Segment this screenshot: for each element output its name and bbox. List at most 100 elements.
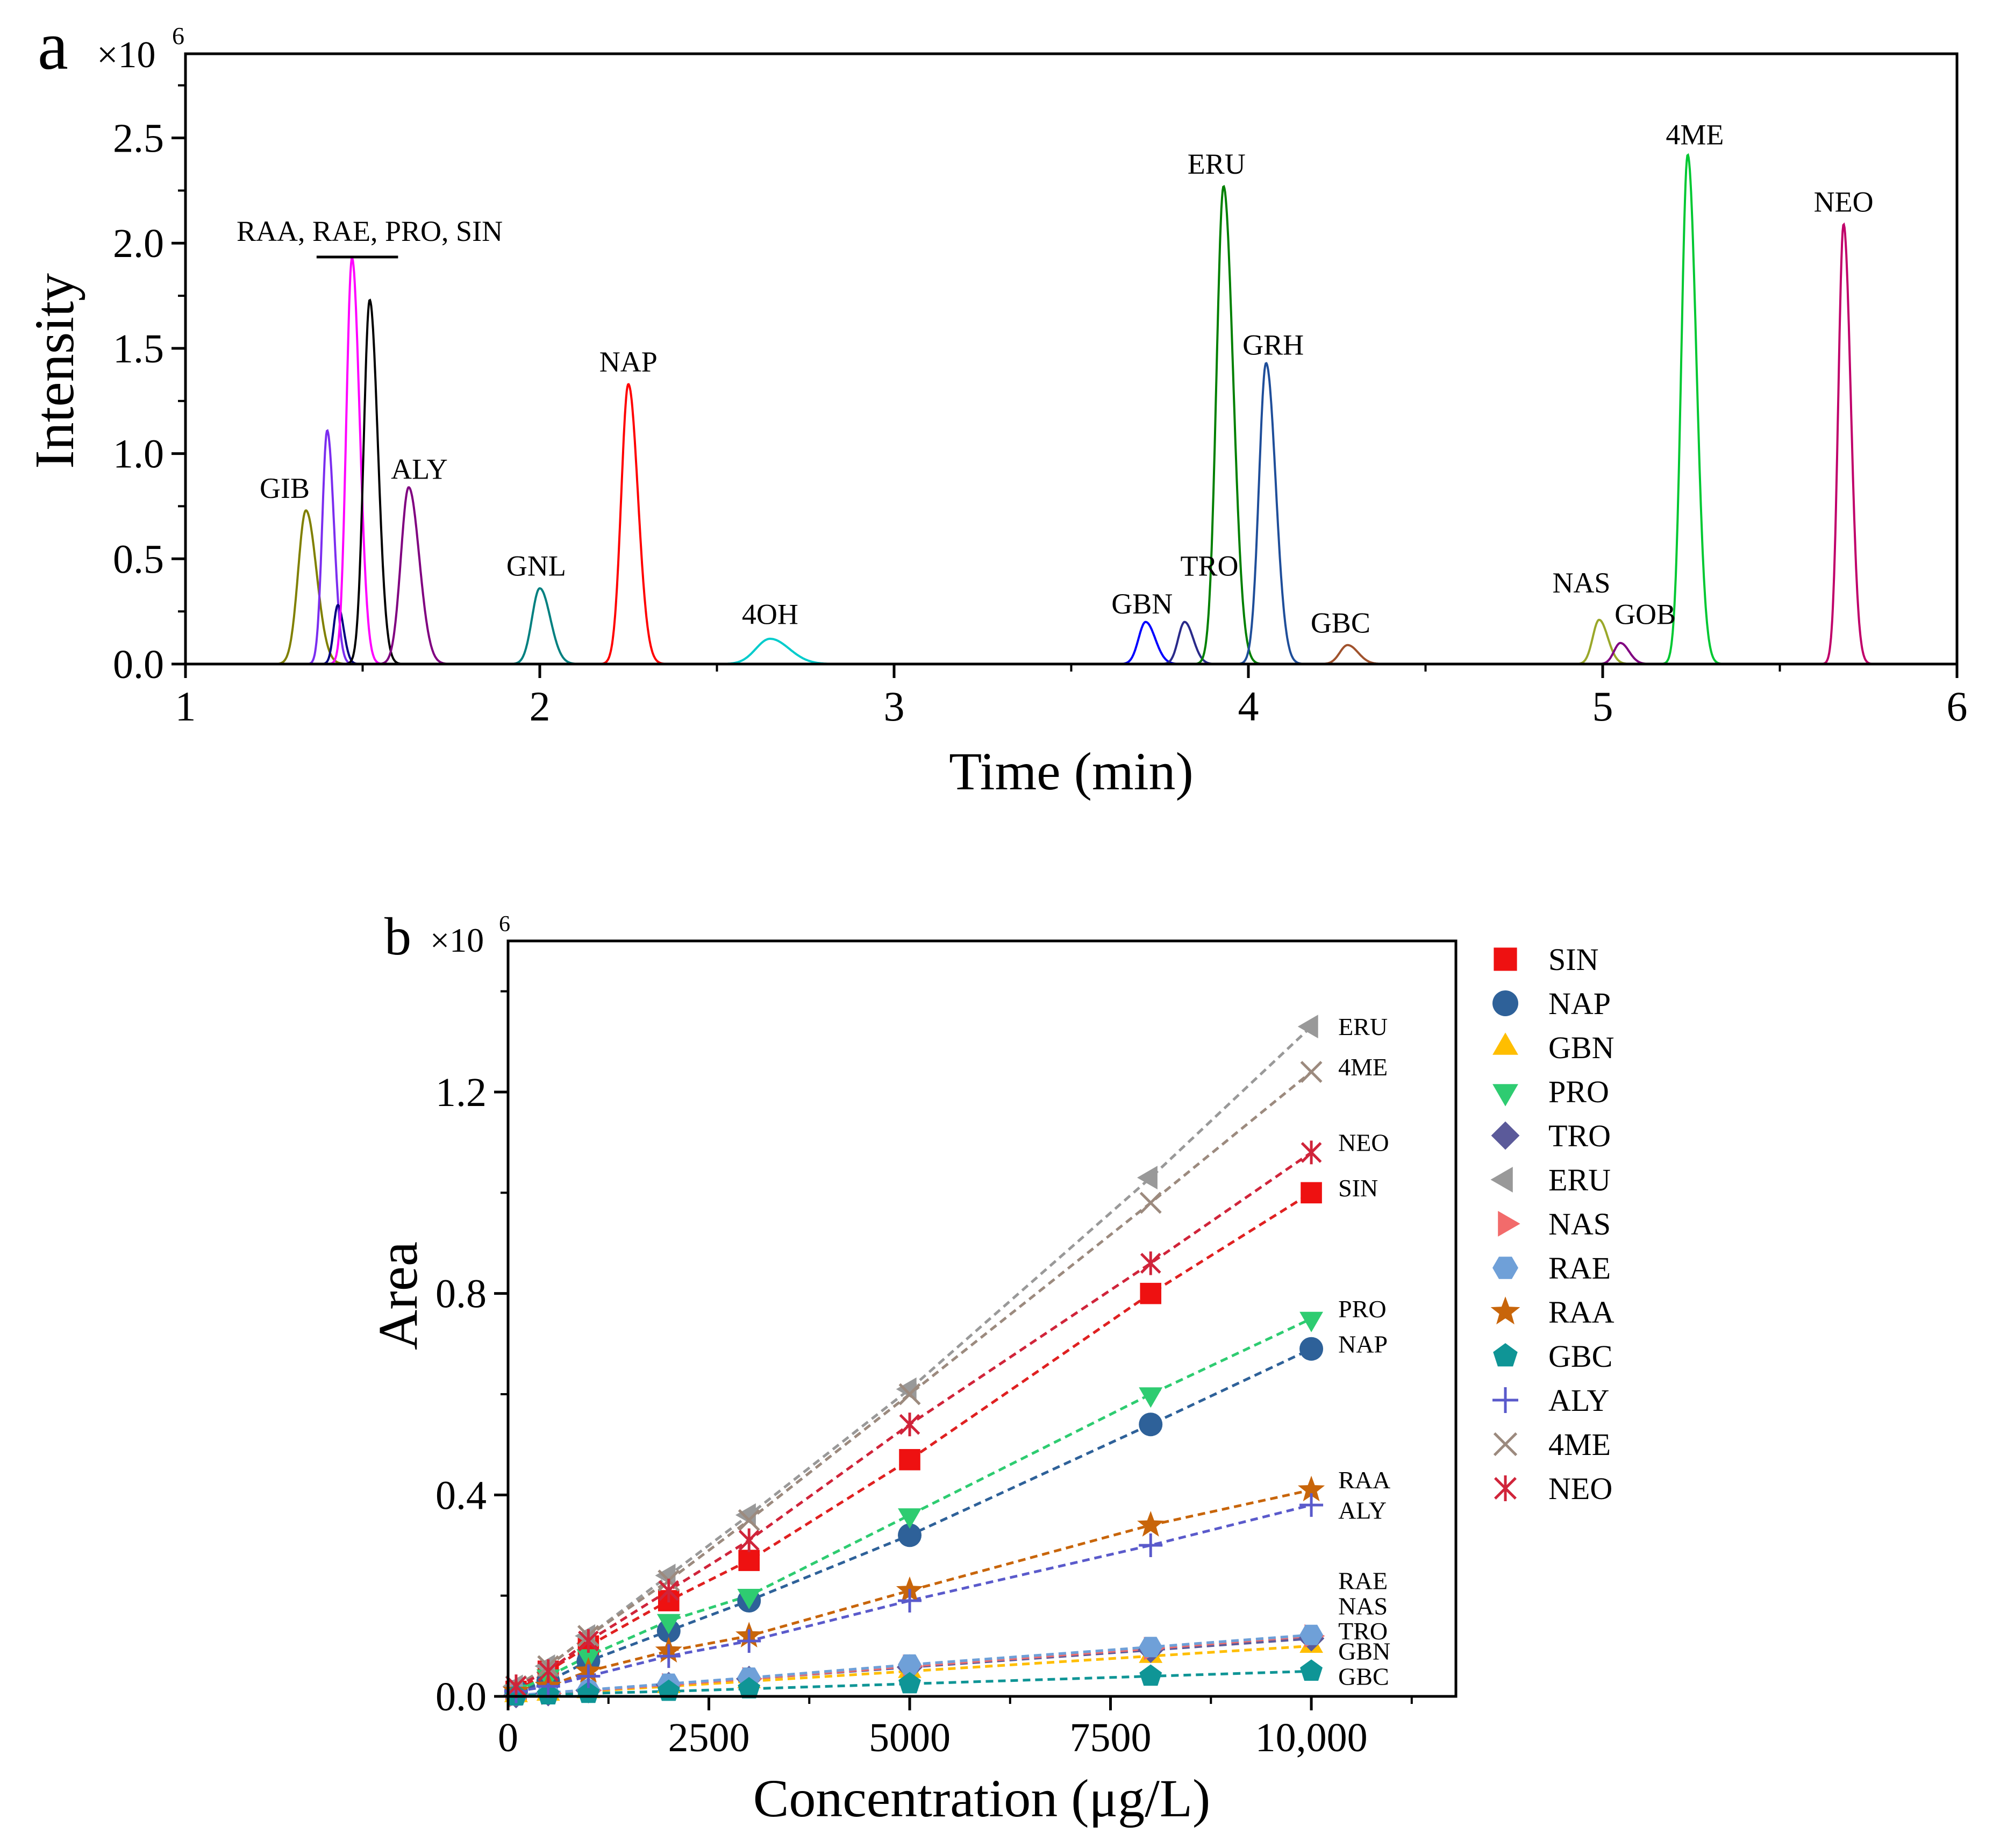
trace-rae xyxy=(185,604,1957,665)
legend-label-nas: NAS xyxy=(1548,1207,1611,1241)
legend-marker-eru xyxy=(1490,1167,1513,1193)
point-pro xyxy=(898,1508,922,1529)
point-pro xyxy=(1299,1311,1323,1332)
legend-marker-pro xyxy=(1492,1084,1518,1107)
end-label-gbn: GBN xyxy=(1338,1638,1390,1665)
trace-grh xyxy=(185,362,1957,665)
x-axis-title-b: Concentration (μg/L) xyxy=(753,1768,1211,1828)
point-nap xyxy=(1139,1412,1163,1437)
point-pro xyxy=(1139,1387,1163,1408)
trace-aly xyxy=(185,486,1957,665)
trace-nap xyxy=(185,383,1957,665)
legend-label-neo: NEO xyxy=(1548,1471,1612,1506)
legend-marker-nap xyxy=(1492,990,1518,1016)
point-neo xyxy=(578,1629,599,1653)
peak-label-nap: NAP xyxy=(599,346,658,378)
y-axis-title: Intensity xyxy=(24,273,85,469)
legend-marker-nas xyxy=(1498,1211,1520,1237)
trace-gob xyxy=(185,641,1957,665)
peak-label-tro: TRO xyxy=(1181,550,1239,582)
end-label-rae: RAE xyxy=(1338,1567,1388,1595)
trace-gnl xyxy=(185,587,1957,665)
end-label-raa: RAA xyxy=(1338,1466,1390,1494)
x-tick-label-b: 5000 xyxy=(869,1715,951,1760)
peak-label-4me: 4ME xyxy=(1666,118,1724,151)
legend-label-pro: PRO xyxy=(1548,1074,1609,1109)
x-tick-label: 5 xyxy=(1592,683,1613,730)
chromatogram-panel: 1 2 3 4 5 6 0.0 0.5 1.0 1.5 2.0 2.5 Time (min) Intens… xyxy=(24,8,1968,801)
y-tick-label: 2.0 xyxy=(113,221,164,266)
trace-nas xyxy=(185,618,1957,665)
peak-label-gnl: GNL xyxy=(506,550,566,582)
y-multiplier: ×10 xyxy=(97,34,155,76)
y-multiplier-exponent: 6 xyxy=(172,22,184,49)
y-tick-label: 1.0 xyxy=(113,432,164,477)
legend-label-sin: SIN xyxy=(1548,942,1598,977)
peak-label-gbc: GBC xyxy=(1311,607,1370,639)
peak-label-gib: GIB xyxy=(260,472,310,504)
point-aly xyxy=(576,1664,601,1688)
x-axis-title: Time (min) xyxy=(949,741,1194,801)
point-aly xyxy=(898,1589,922,1613)
end-label-eru: ERU xyxy=(1338,1013,1388,1040)
point-sin xyxy=(1140,1282,1162,1304)
fit-line-4me xyxy=(515,1071,1312,1688)
panel-label-a: a xyxy=(38,8,68,84)
y-tick-label-b: 0.4 xyxy=(435,1473,487,1518)
point-gbc xyxy=(1300,1659,1323,1681)
legend-label-eru: ERU xyxy=(1548,1162,1611,1197)
end-label-gbc: GBC xyxy=(1338,1663,1389,1690)
y-tick-label: 1.5 xyxy=(113,326,164,372)
legend-label-nap: NAP xyxy=(1548,986,1611,1021)
end-label-nas: NAS xyxy=(1338,1592,1388,1619)
group-peak-label: RAA, RAE, PRO, SIN xyxy=(237,215,503,247)
calibration-panel: 0 2500 5000 7500 10,000 0.0 0.4 0.8 1.2 Concentra… xyxy=(367,907,1615,1828)
x-tick-label-b: 10,000 xyxy=(1255,1715,1368,1760)
peak-label-gob: GOB xyxy=(1615,598,1676,631)
legend-marker-neo xyxy=(1494,1475,1517,1501)
point-aly xyxy=(1139,1533,1163,1557)
legend-label-aly: ALY xyxy=(1548,1383,1609,1418)
legend-marker-gbn xyxy=(1492,1032,1518,1055)
peak-label-4oh: 4OH xyxy=(742,598,798,631)
x-tick-label: 6 xyxy=(1947,683,1968,730)
x-tick-label: 1 xyxy=(175,683,196,730)
trace-gbc xyxy=(185,644,1957,665)
x-tick-label: 3 xyxy=(884,683,905,730)
point-nap xyxy=(1299,1337,1324,1361)
end-label-4me: 4ME xyxy=(1338,1053,1388,1081)
legend-marker-gbc xyxy=(1493,1343,1518,1367)
peak-label-grh: GRH xyxy=(1242,329,1304,361)
legend-marker-tro xyxy=(1491,1121,1520,1150)
legend-label-4me: 4ME xyxy=(1548,1427,1611,1462)
point-neo xyxy=(899,1412,920,1437)
end-label-neo: NEO xyxy=(1338,1129,1389,1157)
point-neo xyxy=(505,1674,527,1699)
point-4me xyxy=(1139,1191,1162,1214)
legend-label-tro: TRO xyxy=(1548,1118,1611,1153)
x-tick-label-b: 2500 xyxy=(668,1715,750,1760)
trace-pro xyxy=(185,256,1957,665)
trace-gbn xyxy=(185,620,1957,665)
point-eru xyxy=(1297,1015,1318,1039)
x-tick-label-b: 7500 xyxy=(1070,1715,1152,1760)
legend-marker-raa xyxy=(1490,1296,1520,1325)
y-tick-label-b: 0.0 xyxy=(435,1674,487,1719)
trace-tro xyxy=(185,620,1957,665)
peak-label-gbn: GBN xyxy=(1111,588,1173,620)
end-label-nap: NAP xyxy=(1338,1330,1388,1358)
point-aly xyxy=(737,1629,761,1653)
x-tick-label-b: 0 xyxy=(498,1715,518,1760)
point-4me xyxy=(738,1509,760,1531)
point-4me xyxy=(898,1383,921,1405)
point-rae xyxy=(1299,1624,1324,1645)
peak-label-nas: NAS xyxy=(1552,567,1610,599)
trace-gib xyxy=(185,509,1957,665)
fit-line-pro xyxy=(515,1317,1312,1693)
point-neo xyxy=(538,1659,559,1683)
y-tick-label: 0.5 xyxy=(113,537,164,582)
peak-label-aly: ALY xyxy=(391,453,448,486)
legend-marker-aly xyxy=(1492,1387,1518,1413)
end-label-sin: SIN xyxy=(1338,1174,1378,1202)
